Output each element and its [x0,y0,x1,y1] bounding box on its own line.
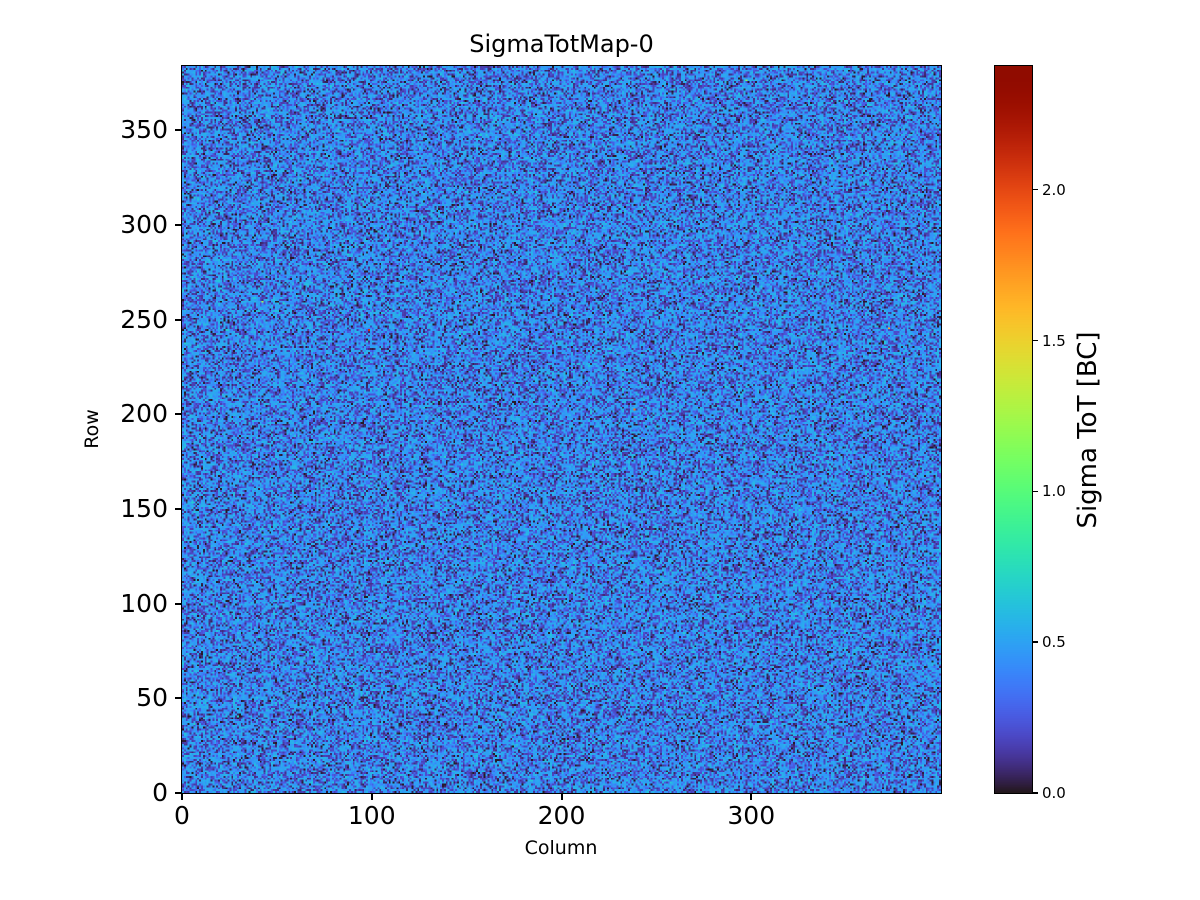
y-tick-mark [175,508,181,511]
y-tick-mark [175,602,181,605]
colorbar-tick-label: 0.0 [1042,784,1066,802]
x-tick-label: 100 [347,801,396,830]
x-tick-mark [370,794,373,800]
colorbar-tick-label: 2.0 [1042,180,1066,199]
x-tick-mark [560,794,563,800]
colorbar-tick-mark [1033,490,1038,493]
x-tick-label: 200 [537,801,586,830]
y-tick-label: 250 [120,304,168,334]
y-tick-mark [175,413,181,416]
y-tick-label: 100 [120,588,168,618]
colorbar-tick-mark [1033,792,1038,794]
y-tick-label: 300 [120,210,168,240]
y-tick-label: 200 [120,399,168,429]
y-tick-mark [175,318,181,321]
colorbar-tick-mark [1033,339,1038,342]
colorbar-tick-label: 0.5 [1042,633,1066,652]
y-axis-label: Row [81,409,103,449]
x-tick-mark [750,794,753,800]
y-tick-mark [175,224,181,227]
colorbar-tick-mark [1033,188,1038,191]
x-axis-label: Column [524,837,598,859]
x-tick-label: 300 [727,801,776,830]
y-tick-label: 350 [120,115,168,145]
y-tick-mark [175,129,181,132]
colorbar-tick-label: 1.5 [1042,331,1066,350]
x-tick-mark [181,794,183,800]
y-tick-mark [175,792,181,794]
colorbar-tick-mark [1033,641,1038,643]
y-tick-label: 50 [136,683,168,713]
y-tick-mark [175,697,181,700]
colorbar-tick-label: 1.0 [1042,482,1066,501]
chart-title: SigmaTotMap-0 [469,30,654,58]
colorbar-canvas [994,65,1033,794]
y-tick-label: 0 [152,778,168,807]
x-tick-label: 0 [174,801,190,830]
colorbar-label: Sigma ToT [BC] [1073,331,1103,529]
heatmap-canvas [181,65,942,794]
y-tick-label: 150 [120,494,168,524]
